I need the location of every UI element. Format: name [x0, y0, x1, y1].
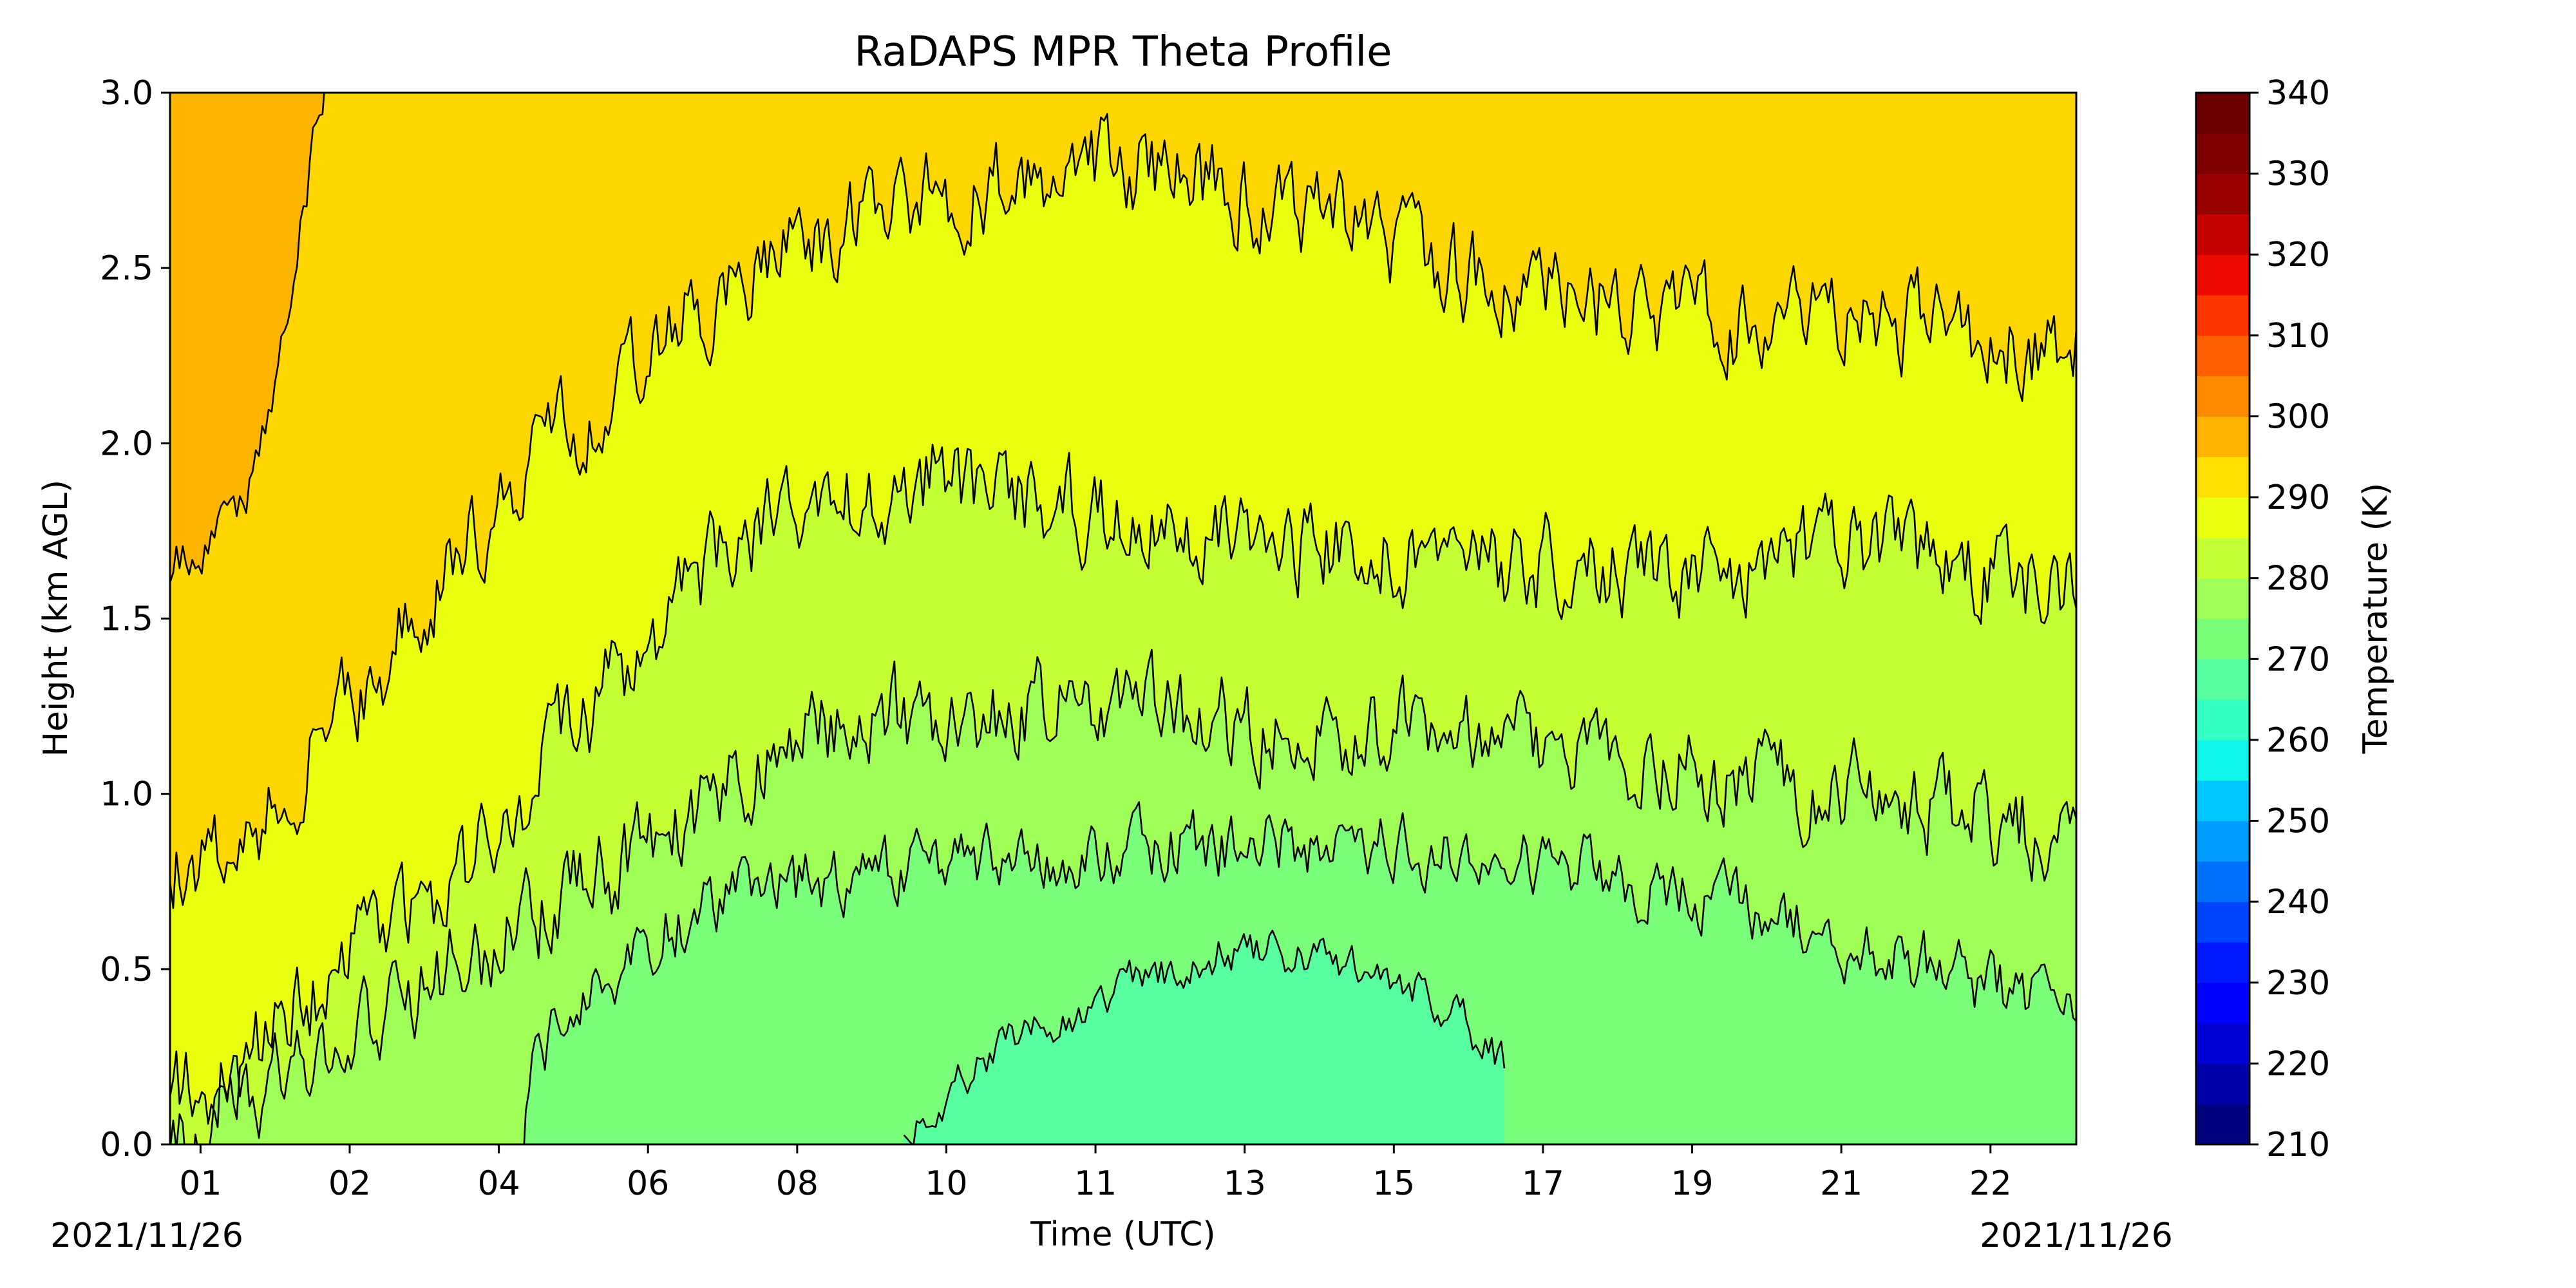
colorbar-segment: [2196, 1063, 2249, 1104]
x-tick-label: 10: [925, 1164, 967, 1203]
colorbar-segment: [2196, 457, 2249, 498]
colorbar-segment: [2196, 861, 2249, 902]
y-tick-label: 1.0: [100, 775, 153, 814]
colorbar-segment: [2196, 537, 2249, 579]
contour-290: [170, 444, 2076, 1128]
fill-band-above-300: [170, 93, 325, 583]
end-date-label: 2021/11/26: [1980, 1217, 2173, 1255]
x-tick-label: 21: [1820, 1164, 1862, 1203]
colorbar-segment: [2196, 578, 2249, 620]
colorbar-segment: [2196, 497, 2249, 538]
colorbar-segment: [2196, 214, 2249, 255]
colorbar-tick-label: 330: [2266, 155, 2330, 194]
x-tick-label: 02: [328, 1164, 371, 1203]
colorbar-segment: [2196, 739, 2249, 781]
x-tick-label: 17: [1522, 1164, 1564, 1203]
colorbar-tick-label: 250: [2266, 802, 2330, 841]
fill-band-295-300: [170, 93, 2076, 909]
colorbar-segment: [2196, 820, 2249, 862]
colorbar-tick-label: 280: [2266, 560, 2330, 598]
colorbar: [2196, 93, 2249, 1145]
contour-295: [170, 113, 2076, 909]
fill-band-below-275: [904, 930, 1504, 1144]
contour-280: [523, 801, 2076, 1144]
colorbar-segment: [2196, 335, 2249, 377]
colorbar-segment: [2196, 173, 2249, 215]
y-tick-label: 0.0: [100, 1126, 153, 1164]
start-date-label: 2021/11/26: [50, 1217, 243, 1255]
colorbar-segment: [2196, 254, 2249, 296]
colorbar-tick-label: 240: [2266, 883, 2330, 922]
colorbar-segment: [2196, 93, 2249, 134]
y-axis: 0.0 0.5 1.0 1.5 2.0 2.5 3.0: [100, 74, 170, 1164]
x-tick-label: 15: [1372, 1164, 1415, 1203]
colorbar-frame: [2195, 91, 2251, 1146]
contour-285: [170, 649, 2076, 1144]
x-tick-label: 19: [1671, 1164, 1713, 1203]
x-tick-label: 13: [1224, 1164, 1266, 1203]
chart-title: RaDAPS MPR Theta Profile: [854, 28, 1392, 76]
x-tick-label: 11: [1074, 1164, 1117, 1203]
y-tick-label: 1.5: [100, 600, 153, 639]
colorbar-tick-label: 310: [2266, 317, 2330, 355]
x-tick-label: 08: [776, 1164, 819, 1203]
colorbar-segment: [2196, 659, 2249, 700]
x-tick-label: 22: [1969, 1164, 2012, 1203]
colorbar-tick-label: 290: [2266, 478, 2330, 517]
contour-lines: [170, 93, 2076, 1144]
colorbar-label: Temperature (K): [2356, 483, 2395, 755]
colorbar-tick-label: 220: [2266, 1045, 2330, 1083]
colorbar-segment: [2196, 618, 2249, 659]
colorbar-segment: [2196, 1023, 2249, 1064]
colorbar-segment: [2196, 416, 2249, 457]
y-axis-label: Height (km AGL): [37, 480, 75, 757]
colorbar-ticks: 210 220 230 240 250 260 270 280 290 300 310 320 330 3…: [2249, 74, 2330, 1164]
colorbar-segment: [2196, 1104, 2249, 1145]
colorbar-segment: [2196, 133, 2249, 175]
colorbar-segment: [2196, 375, 2249, 417]
colorbar-segment: [2196, 942, 2249, 983]
colorbar-segment: [2196, 902, 2249, 943]
colorbar-segment: [2196, 699, 2249, 741]
colorbar-tick-label: 260: [2266, 721, 2330, 760]
x-axis: 01 02 04 06 08 10 11 13 15 17 19 21 22: [179, 1144, 2012, 1203]
x-axis-label: Time (UTC): [1030, 1215, 1215, 1254]
colorbar-tick-label: 340: [2266, 74, 2330, 113]
plot-area-fills: [170, 93, 2076, 1144]
x-tick-label: 04: [478, 1164, 520, 1203]
y-tick-label: 0.5: [100, 951, 153, 989]
colorbar-segment: [2196, 982, 2249, 1024]
colorbar-tick-label: 300: [2266, 397, 2330, 436]
contour-275: [903, 929, 1506, 1144]
colorbar-tick-label: 320: [2266, 236, 2330, 274]
colorbar-tick-label: 210: [2266, 1126, 2330, 1164]
colorbar-segment: [2196, 780, 2249, 822]
x-tick-label: 06: [627, 1164, 669, 1203]
x-tick-label: 01: [179, 1164, 222, 1203]
colorbar-segment: [2196, 295, 2249, 336]
contour-300: [170, 93, 325, 583]
colorbar-tick-label: 230: [2266, 964, 2330, 1003]
y-tick-label: 3.0: [100, 74, 153, 113]
y-tick-label: 2.5: [100, 249, 153, 288]
y-tick-label: 2.0: [100, 424, 153, 463]
colorbar-tick-label: 270: [2266, 640, 2330, 679]
